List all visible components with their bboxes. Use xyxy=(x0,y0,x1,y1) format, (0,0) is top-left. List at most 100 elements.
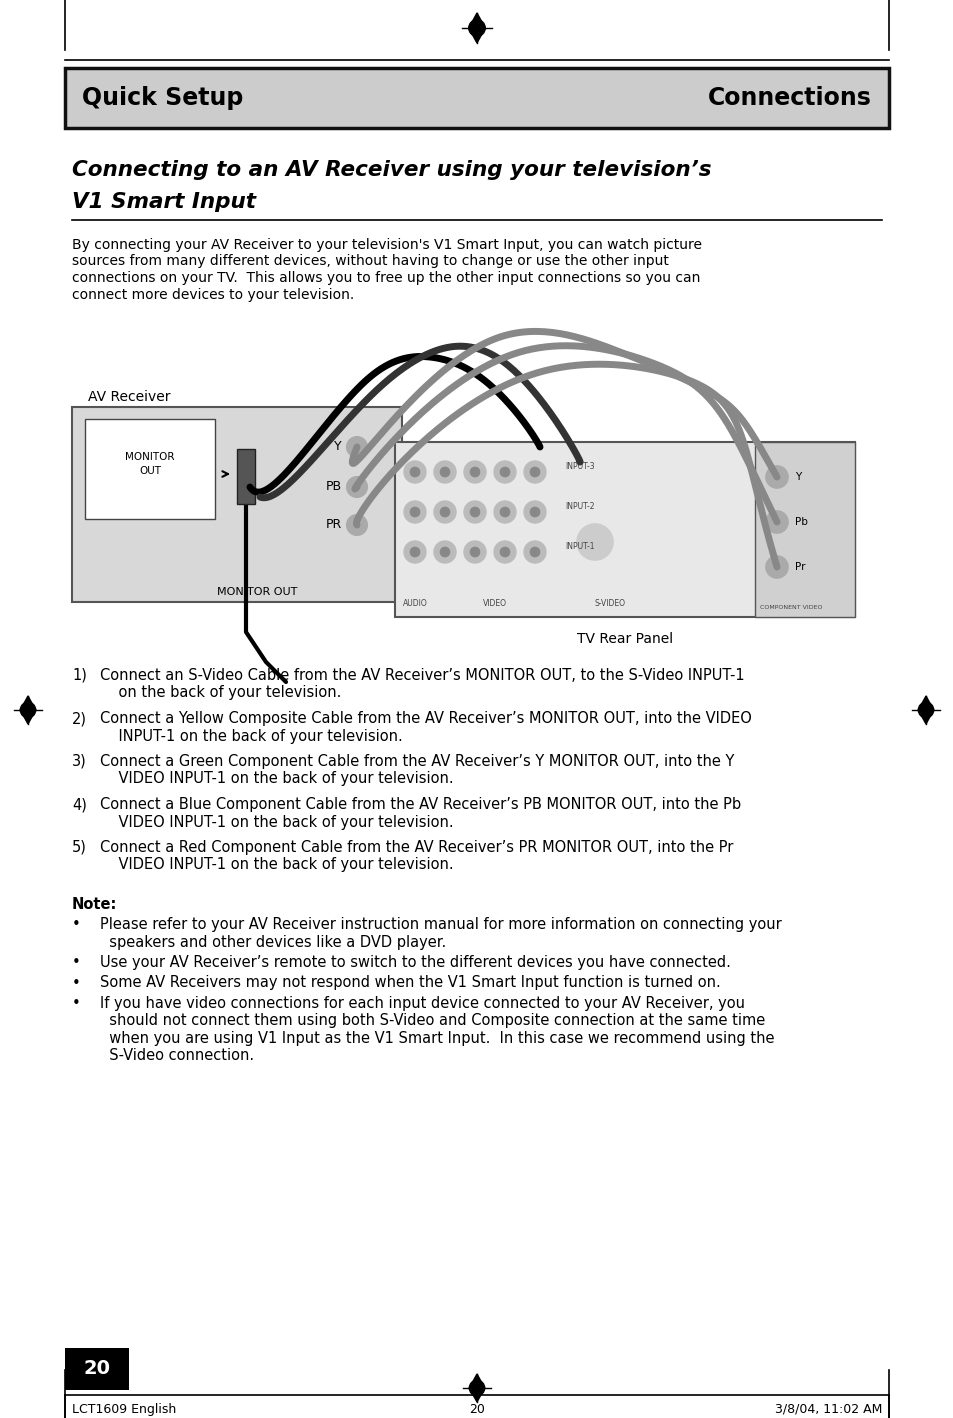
Circle shape xyxy=(434,501,456,523)
Circle shape xyxy=(530,547,539,557)
Circle shape xyxy=(765,510,787,533)
Text: MONITOR OUT: MONITOR OUT xyxy=(216,587,297,597)
Text: Use your AV Receiver’s remote to switch to the different devices you have connec: Use your AV Receiver’s remote to switch … xyxy=(100,954,730,970)
Text: Y: Y xyxy=(794,472,801,482)
Text: S-VIDEO: S-VIDEO xyxy=(594,598,625,608)
Text: V1 Smart Input: V1 Smart Input xyxy=(71,191,255,213)
Polygon shape xyxy=(20,696,35,725)
Circle shape xyxy=(403,461,426,484)
Text: Note:: Note: xyxy=(71,898,117,912)
Text: 1): 1) xyxy=(71,668,87,683)
Text: Y: Y xyxy=(334,441,341,454)
Circle shape xyxy=(347,515,367,535)
Circle shape xyxy=(494,461,516,484)
Text: TV Rear Panel: TV Rear Panel xyxy=(577,632,673,647)
Text: •: • xyxy=(71,976,81,991)
Text: 5): 5) xyxy=(71,839,87,855)
Bar xyxy=(236,450,254,503)
Circle shape xyxy=(494,542,516,563)
Text: 3): 3) xyxy=(71,754,87,769)
Text: By connecting your AV Receiver to your television's V1 Smart Input, you can watc: By connecting your AV Receiver to your t… xyxy=(71,238,701,252)
Circle shape xyxy=(765,467,787,488)
Polygon shape xyxy=(468,13,485,43)
Text: on the back of your television.: on the back of your television. xyxy=(100,685,341,700)
Text: Connections: Connections xyxy=(707,86,871,111)
Polygon shape xyxy=(918,696,933,725)
Text: MONITOR: MONITOR xyxy=(125,452,174,462)
Text: LCT1609 English: LCT1609 English xyxy=(71,1402,176,1417)
Circle shape xyxy=(439,467,450,476)
Text: COMPONENT VIDEO: COMPONENT VIDEO xyxy=(760,605,821,610)
Circle shape xyxy=(499,547,510,557)
Text: 20: 20 xyxy=(469,1402,484,1417)
Circle shape xyxy=(434,542,456,563)
Circle shape xyxy=(494,501,516,523)
Text: VIDEO INPUT-1 on the back of your television.: VIDEO INPUT-1 on the back of your televi… xyxy=(100,771,453,787)
Circle shape xyxy=(347,437,367,457)
Text: •: • xyxy=(71,995,81,1011)
Text: 4): 4) xyxy=(71,797,87,813)
Circle shape xyxy=(439,508,450,518)
Text: AUDIO: AUDIO xyxy=(402,598,427,608)
Text: 20: 20 xyxy=(84,1360,111,1378)
Circle shape xyxy=(410,547,419,557)
Text: Connecting to an AV Receiver using your television’s: Connecting to an AV Receiver using your … xyxy=(71,160,711,180)
Circle shape xyxy=(499,467,510,476)
Text: connections on your TV.  This allows you to free up the other input connections : connections on your TV. This allows you … xyxy=(71,271,700,285)
Text: Pr: Pr xyxy=(794,562,804,571)
Circle shape xyxy=(470,547,479,557)
Text: Connect a Yellow Composite Cable from the AV Receiver’s MONITOR OUT, into the VI: Connect a Yellow Composite Cable from th… xyxy=(100,710,751,726)
Circle shape xyxy=(765,556,787,579)
Bar xyxy=(71,407,401,603)
Text: 2): 2) xyxy=(71,710,87,726)
Text: Pb: Pb xyxy=(794,518,807,527)
Circle shape xyxy=(403,542,426,563)
Text: OUT: OUT xyxy=(139,467,161,476)
Circle shape xyxy=(439,547,450,557)
Circle shape xyxy=(434,461,456,484)
Circle shape xyxy=(470,467,479,476)
Circle shape xyxy=(523,501,545,523)
Polygon shape xyxy=(469,1374,484,1402)
Circle shape xyxy=(530,508,539,518)
Text: Quick Setup: Quick Setup xyxy=(82,86,243,111)
Text: INPUT-1 on the back of your television.: INPUT-1 on the back of your television. xyxy=(100,729,402,743)
Circle shape xyxy=(523,542,545,563)
Text: •: • xyxy=(71,954,81,970)
Bar xyxy=(395,442,854,617)
Circle shape xyxy=(347,476,367,496)
Bar xyxy=(65,68,888,128)
Text: PR: PR xyxy=(325,519,341,532)
Circle shape xyxy=(577,525,613,560)
Text: INPUT-1: INPUT-1 xyxy=(564,542,594,552)
Text: VIDEO INPUT-1 on the back of your television.: VIDEO INPUT-1 on the back of your televi… xyxy=(100,858,453,872)
Circle shape xyxy=(410,467,419,476)
Circle shape xyxy=(463,501,485,523)
Text: 3/8/04, 11:02 AM: 3/8/04, 11:02 AM xyxy=(774,1402,882,1417)
Text: INPUT-2: INPUT-2 xyxy=(564,502,594,510)
Text: sources from many different devices, without having to change or use the other i: sources from many different devices, wit… xyxy=(71,254,668,268)
Text: VIDEO INPUT-1 on the back of your television.: VIDEO INPUT-1 on the back of your televi… xyxy=(100,814,453,830)
Bar xyxy=(65,1349,129,1390)
Text: speakers and other devices like a DVD player.: speakers and other devices like a DVD pl… xyxy=(100,934,446,950)
Bar xyxy=(85,418,214,519)
Text: VIDEO: VIDEO xyxy=(482,598,506,608)
Bar xyxy=(754,442,854,617)
Circle shape xyxy=(523,461,545,484)
Text: PB: PB xyxy=(326,481,341,493)
Circle shape xyxy=(499,508,510,518)
Text: Connect a Red Component Cable from the AV Receiver’s PR MONITOR OUT, into the Pr: Connect a Red Component Cable from the A… xyxy=(100,839,733,855)
Text: Connect a Green Component Cable from the AV Receiver’s Y MONITOR OUT, into the Y: Connect a Green Component Cable from the… xyxy=(100,754,734,769)
Text: Connect a Blue Component Cable from the AV Receiver’s PB MONITOR OUT, into the P: Connect a Blue Component Cable from the … xyxy=(100,797,740,813)
Text: should not connect them using both S-Video and Composite connection at the same : should not connect them using both S-Vid… xyxy=(100,1014,764,1028)
Circle shape xyxy=(470,508,479,518)
Circle shape xyxy=(463,461,485,484)
Text: •: • xyxy=(71,917,81,932)
Text: S-Video connection.: S-Video connection. xyxy=(100,1048,253,1064)
Text: when you are using V1 Input as the V1 Smart Input.  In this case we recommend us: when you are using V1 Input as the V1 Sm… xyxy=(100,1031,774,1046)
Circle shape xyxy=(403,501,426,523)
Text: If you have video connections for each input device connected to your AV Receive: If you have video connections for each i… xyxy=(100,995,744,1011)
Circle shape xyxy=(530,467,539,476)
Text: Some AV Receivers may not respond when the V1 Smart Input function is turned on.: Some AV Receivers may not respond when t… xyxy=(100,976,720,991)
Text: Please refer to your AV Receiver instruction manual for more information on conn: Please refer to your AV Receiver instruc… xyxy=(100,917,781,932)
